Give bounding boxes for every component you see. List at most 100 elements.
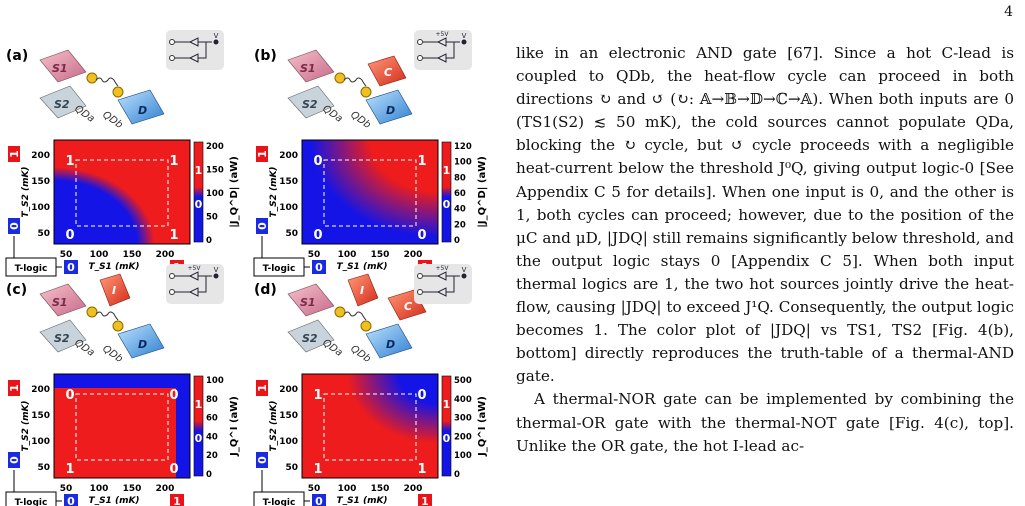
circuit-out [461,273,467,279]
truth-grid [75,159,169,227]
y-badge-zero [256,218,268,234]
truth-value: 1 [65,154,74,169]
truth-value: 0 [169,462,178,477]
x-badge-zero [64,260,78,274]
x-tick-label: 200 [404,484,423,494]
x-tick-label: 50 [60,250,73,260]
x-tick-label: 100 [338,484,357,494]
truth-value: 1 [417,462,426,477]
y-axis-label: T_S2 (mK) [269,166,279,217]
circuit-out [213,39,219,45]
x-tick-label: 50 [60,484,73,494]
y-tick-label: 50 [37,463,50,473]
colorbar-label: J_Q^I (aW) [229,396,240,457]
colorbar-tick-label: 200 [454,432,472,442]
qd-b-label: QDb [348,343,372,365]
y-badge-one-label: 1 [256,150,269,158]
circuit-bg [166,264,224,304]
heatmap [302,374,438,478]
qd-b-dot [112,86,124,98]
qd-a-label: QDa [320,337,344,358]
truth-value: 0 [313,154,322,169]
truth-value: 1 [313,388,322,403]
circuit-in2 [417,289,423,295]
circuit-vcc-label: +5V [436,265,450,272]
circuit-in1 [169,39,175,45]
y-badge-one [8,146,20,162]
y-badge-zero-label: 0 [256,456,269,464]
x-axis-label: T_S1 (mK) [88,496,139,506]
x-tick-label: 50 [308,250,321,260]
truth-value: 1 [169,228,178,243]
x-tick-label: 100 [338,250,357,260]
tlogic-label: T-logic [263,498,296,506]
qd-b-label: QDb [100,343,124,365]
page-number: 4 [1004,4,1013,20]
panel-label: (a) [6,48,28,64]
circuit-diodes [423,271,460,297]
y-badge-one [8,380,20,396]
y-tick-label: 200 [31,385,50,395]
truth-value: 1 [313,462,322,477]
qd-a-dot [334,306,346,318]
y-tick-label: 50 [37,229,50,239]
colorbar [193,375,204,477]
circuit-out [461,39,467,45]
y-tick-label: 100 [31,437,50,447]
colorbar-tick-label: 0 [206,470,212,480]
circuit-inset: V +5V [166,264,224,304]
y-tick-label: 100 [279,203,298,213]
panel-label: (b) [254,48,277,64]
circuit-in1 [417,273,423,279]
colorbar-tick-label: 150 [206,166,224,176]
lead-d-label: D [138,104,147,117]
colorbar-logic-one: 1 [195,164,203,177]
device-sketch: S1 S2 QDa QDb I C D [287,273,427,365]
circuit-in1 [169,273,175,279]
circuit-vcc-label: +5V [436,31,450,38]
colorbar-tick-label: 0 [206,236,212,246]
x-badge-zero-label: 0 [315,261,323,274]
y-axis-label: T_S2 (mK) [21,400,31,451]
y-badge-zero-label: 0 [8,222,21,230]
colorbar-logic-zero: 0 [443,198,451,211]
truth-grid [323,393,417,461]
truth-value: 0 [65,228,74,243]
qd-b-dot [360,86,372,98]
colorbar-tick-label: 500 [454,376,472,386]
truth-value: 0 [417,228,426,243]
colorbar-tick-label: 200 [206,142,224,152]
lead-d-label: D [386,104,395,117]
lead-s2 [39,85,87,119]
lead-s1 [39,283,87,317]
colorbar-tick-label: 40 [454,205,466,215]
circuit-inset: V +5V [414,264,472,304]
y-badge-zero [8,452,20,468]
colorbar-logic-zero: 0 [195,198,203,211]
x-axis-label: T_S1 (mK) [88,262,139,272]
lead-c [367,55,407,87]
panel-label: (d) [254,282,277,298]
x-badge-one [418,494,432,506]
colorbar-tick-label: 100 [454,158,472,168]
lead-s1 [39,49,87,83]
y-badge-one-label: 1 [8,150,21,158]
y-tick-label: 150 [279,177,298,187]
truth-value: 1 [65,462,74,477]
colorbar-logic-one: 1 [195,398,203,411]
qd-a-label: QDa [72,103,96,124]
colorbar [441,141,452,243]
colorbar-tick-label: 80 [454,173,466,183]
circuit-diodes [423,37,460,63]
colorbar-tick-label: 300 [454,414,472,424]
x-badge-zero [312,494,326,506]
tlogic-label: T-logic [263,264,296,274]
x-tick-label: 150 [371,250,390,260]
y-axis-label: T_S2 (mK) [21,166,31,217]
y-tick-label: 150 [279,411,298,421]
panel-label: (c) [6,282,27,298]
y-badge-zero [8,218,20,234]
